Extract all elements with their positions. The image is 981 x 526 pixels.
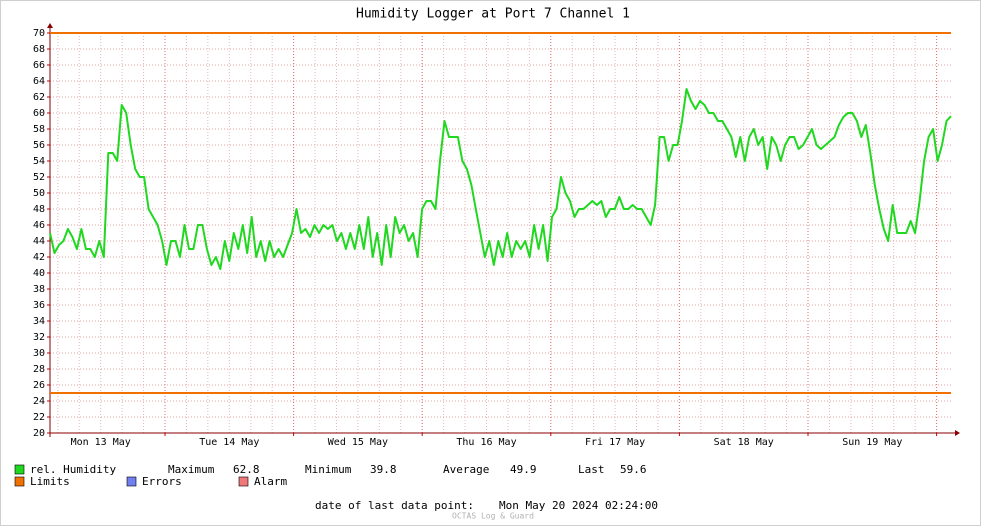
stat-value: 59.6 bbox=[620, 463, 647, 476]
legend-label: Alarm bbox=[254, 475, 287, 488]
y-tick-label: 22 bbox=[33, 412, 45, 423]
y-tick-label: 20 bbox=[33, 428, 45, 439]
y-tick-label: 58 bbox=[33, 124, 45, 135]
x-tick-label: Tue 14 May bbox=[199, 437, 259, 448]
stat-label: Average bbox=[443, 463, 489, 476]
y-tick-label: 56 bbox=[33, 140, 45, 151]
y-tick-label: 32 bbox=[33, 332, 45, 343]
y-tick-label: 34 bbox=[33, 316, 45, 327]
x-tick-label: Sun 19 May bbox=[842, 437, 902, 448]
y-tick-label: 42 bbox=[33, 252, 45, 263]
y-tick-label: 70 bbox=[33, 28, 45, 39]
footer-date: Mon May 20 2024 02:24:00 bbox=[499, 499, 658, 512]
y-tick-label: 60 bbox=[33, 108, 45, 119]
stat-label: Maximum bbox=[168, 463, 215, 476]
y-tick-label: 24 bbox=[33, 396, 45, 407]
x-tick-label: Sat 18 May bbox=[714, 437, 774, 448]
y-tick-label: 36 bbox=[33, 300, 45, 311]
legend-swatch bbox=[14, 476, 25, 487]
y-tick-label: 68 bbox=[33, 44, 45, 55]
y-arrow bbox=[47, 23, 53, 28]
y-tick-label: 66 bbox=[33, 60, 45, 71]
y-tick-label: 26 bbox=[33, 380, 45, 391]
y-tick-label: 46 bbox=[33, 220, 45, 231]
y-tick-label: 52 bbox=[33, 172, 45, 183]
chart-title: Humidity Logger at Port 7 Channel 1 bbox=[356, 7, 630, 22]
y-tick-label: 54 bbox=[33, 156, 45, 167]
y-tick-label: 48 bbox=[33, 204, 45, 215]
legend-swatch bbox=[14, 464, 25, 475]
y-tick-label: 50 bbox=[33, 188, 45, 199]
legend-label: Limits bbox=[30, 475, 70, 488]
stat-value: 49.9 bbox=[510, 463, 537, 476]
x-arrow bbox=[955, 430, 960, 436]
legend-label: Errors bbox=[142, 475, 182, 488]
legend-label: rel. Humidity bbox=[30, 463, 116, 476]
legend-swatch bbox=[126, 476, 137, 487]
stat-label: Last bbox=[578, 463, 605, 476]
x-tick-label: Thu 16 May bbox=[456, 437, 516, 448]
stat-value: 39.8 bbox=[370, 463, 397, 476]
y-tick-label: 38 bbox=[33, 284, 45, 295]
legend-swatch bbox=[238, 476, 249, 487]
y-tick-label: 64 bbox=[33, 76, 45, 87]
y-tick-label: 62 bbox=[33, 92, 45, 103]
footer-label: date of last data point: bbox=[315, 499, 474, 512]
x-tick-label: Mon 13 May bbox=[71, 437, 131, 448]
x-tick-label: Wed 15 May bbox=[328, 437, 388, 448]
y-tick-label: 28 bbox=[33, 364, 45, 375]
stat-label: Minimum bbox=[305, 463, 352, 476]
data-line bbox=[49, 88, 952, 270]
stat-value: 62.8 bbox=[233, 463, 260, 476]
x-tick-label: Fri 17 May bbox=[585, 437, 645, 448]
watermark: OCTAS Log & Guard bbox=[452, 512, 534, 521]
y-tick-label: 40 bbox=[33, 268, 45, 279]
y-tick-label: 30 bbox=[33, 348, 45, 359]
y-tick-label: 44 bbox=[33, 236, 45, 247]
